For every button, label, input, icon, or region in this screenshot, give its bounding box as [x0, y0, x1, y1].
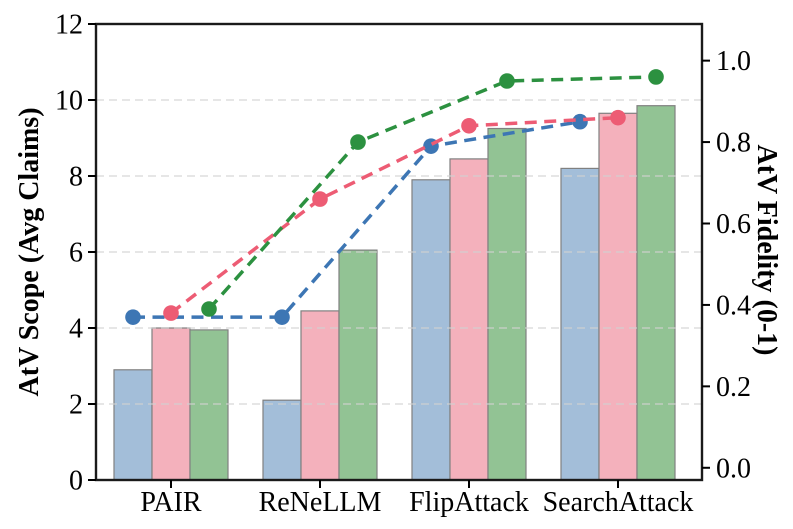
marker-pink-line-SearchAttack [610, 109, 626, 126]
ytick-label-right-0.6: 0.6 [716, 209, 751, 240]
bar-green-bars-SearchAttack [636, 105, 676, 481]
bar-blue-bars-FlipAttack [411, 179, 451, 481]
ytick-label-right-0.0: 0.0 [716, 453, 751, 484]
ytick-label-right-0.2: 0.2 [716, 372, 751, 403]
bar-pink-bars-PAIR [151, 327, 191, 481]
ytick-label-left-10: 10 [55, 86, 83, 117]
marker-pink-line-FlipAttack [461, 117, 477, 134]
bar-green-bars-PAIR [189, 329, 229, 481]
xtick-label-PAIR: PAIR [140, 487, 202, 518]
ytick-label-left-8: 8 [69, 162, 83, 193]
bar-blue-bars-PAIR [113, 369, 153, 481]
bar-green-bars-ReNeLLM [338, 249, 378, 481]
bar-pink-bars-FlipAttack [449, 158, 489, 481]
line-blue-line [133, 119, 581, 319]
marker-pink-line-ReNeLLM [312, 191, 328, 207]
bar-green-bars-FlipAttack [487, 127, 527, 481]
marker-green-line-PAIR [201, 301, 217, 317]
marker-green-line-SearchAttack [648, 69, 664, 85]
ytick-label-left-4: 4 [69, 314, 83, 345]
xtick-label-SearchAttack: SearchAttack [543, 487, 694, 518]
ytick-label-left-2: 2 [69, 390, 83, 421]
line-pink-line [169, 115, 619, 315]
xtick-label-ReNeLLM: ReNeLLM [259, 487, 382, 518]
marker-green-line-ReNeLLM [350, 134, 366, 150]
y-axis-label-left: AtV Scope (Avg Claims) [14, 107, 45, 397]
marker-blue-line-PAIR [125, 309, 141, 325]
marker-pink-line-PAIR [163, 305, 179, 321]
bar-pink-bars-SearchAttack [598, 112, 638, 481]
line-green-line [207, 75, 657, 311]
bar-blue-bars-ReNeLLM [262, 399, 302, 481]
ytick-label-left-6: 6 [69, 238, 83, 269]
ytick-label-left-12: 12 [55, 10, 83, 41]
y-axis-label-right: AtV Fidelity (0-1) [751, 144, 782, 356]
bar-pink-bars-ReNeLLM [300, 310, 340, 481]
xtick-label-FlipAttack: FlipAttack [409, 487, 529, 518]
bar-blue-bars-SearchAttack [560, 167, 600, 481]
marker-blue-line-ReNeLLM [274, 309, 290, 325]
ytick-label-right-1.0: 1.0 [716, 46, 751, 77]
ytick-label-right-0.4: 0.4 [716, 290, 751, 321]
marker-green-line-FlipAttack [499, 73, 515, 89]
ytick-label-right-0.8: 0.8 [716, 128, 751, 159]
ytick-label-left-0: 0 [69, 466, 83, 497]
